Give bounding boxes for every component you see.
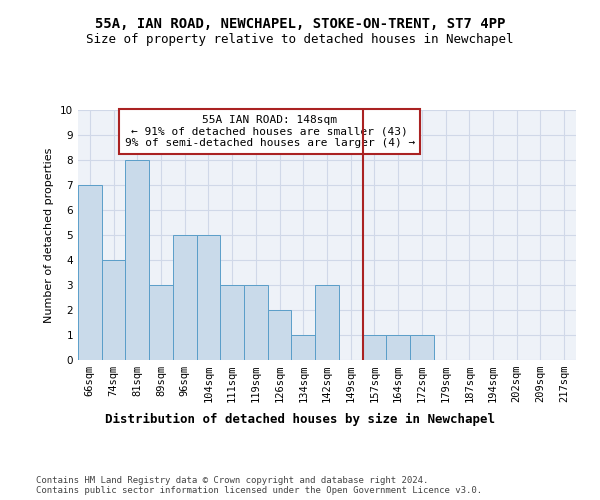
Bar bbox=[197, 235, 220, 360]
Bar bbox=[292, 335, 315, 360]
Bar bbox=[125, 160, 149, 360]
Bar bbox=[149, 285, 173, 360]
Y-axis label: Number of detached properties: Number of detached properties bbox=[44, 148, 55, 322]
Bar bbox=[362, 335, 386, 360]
Bar bbox=[386, 335, 410, 360]
Text: Size of property relative to detached houses in Newchapel: Size of property relative to detached ho… bbox=[86, 32, 514, 46]
Bar bbox=[315, 285, 339, 360]
Text: Distribution of detached houses by size in Newchapel: Distribution of detached houses by size … bbox=[105, 412, 495, 426]
Bar bbox=[244, 285, 268, 360]
Bar bbox=[220, 285, 244, 360]
Text: 55A, IAN ROAD, NEWCHAPEL, STOKE-ON-TRENT, ST7 4PP: 55A, IAN ROAD, NEWCHAPEL, STOKE-ON-TRENT… bbox=[95, 18, 505, 32]
Bar bbox=[78, 185, 102, 360]
Bar bbox=[102, 260, 125, 360]
Bar bbox=[173, 235, 197, 360]
Bar bbox=[410, 335, 434, 360]
Text: 55A IAN ROAD: 148sqm
← 91% of detached houses are smaller (43)
9% of semi-detach: 55A IAN ROAD: 148sqm ← 91% of detached h… bbox=[125, 115, 415, 148]
Text: Contains HM Land Registry data © Crown copyright and database right 2024.
Contai: Contains HM Land Registry data © Crown c… bbox=[36, 476, 482, 495]
Bar bbox=[268, 310, 292, 360]
